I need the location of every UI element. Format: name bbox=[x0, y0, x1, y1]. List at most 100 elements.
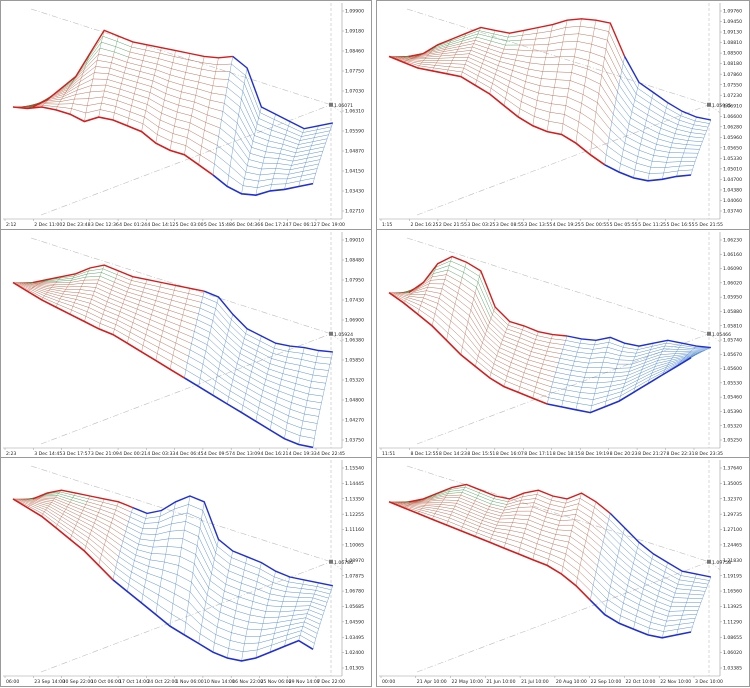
surface-contour bbox=[586, 77, 600, 84]
surface-rib bbox=[240, 348, 241, 353]
surface-contour bbox=[612, 379, 626, 381]
surface-contour bbox=[449, 67, 463, 68]
surface-contour bbox=[302, 428, 316, 431]
surface-contour bbox=[77, 522, 91, 530]
surface-contour bbox=[630, 363, 644, 368]
y-tick-label: 1.04270 bbox=[345, 418, 364, 424]
surface-rib bbox=[317, 416, 318, 423]
surface-contour bbox=[556, 372, 570, 375]
surface-rib bbox=[504, 333, 505, 337]
surface-contour bbox=[643, 132, 657, 139]
surface-contour bbox=[502, 340, 516, 346]
surface-contour bbox=[645, 584, 659, 592]
surface-contour bbox=[488, 509, 502, 513]
surface-contour bbox=[136, 314, 150, 320]
surface-chart-top-left: 1.099001.091801.084601.077501.070301.063… bbox=[1, 1, 373, 231]
surface-rib bbox=[293, 390, 294, 396]
surface-rib bbox=[594, 502, 595, 507]
surface-rib bbox=[514, 60, 515, 65]
surface-contour bbox=[435, 265, 449, 270]
surface-contour bbox=[480, 352, 494, 364]
surface-rib bbox=[551, 544, 552, 549]
surface-contour bbox=[210, 100, 224, 103]
surface-rib bbox=[211, 86, 212, 93]
surface-contour bbox=[536, 549, 550, 554]
guide-diagonal-upper bbox=[31, 9, 331, 105]
surface-contour bbox=[110, 68, 124, 73]
surface-rib bbox=[600, 367, 601, 372]
front-edge-rising bbox=[13, 107, 213, 175]
surface-contour bbox=[556, 80, 570, 81]
surface-contour bbox=[580, 343, 594, 345]
surface-contour bbox=[550, 554, 564, 560]
surface-rib bbox=[620, 70, 621, 77]
surface-rib bbox=[553, 539, 554, 544]
surface-rib bbox=[93, 523, 94, 527]
surface-contour bbox=[580, 392, 594, 393]
surface-contour bbox=[186, 146, 200, 155]
y-tick-label: 1.07860 bbox=[723, 72, 742, 78]
surface-rib bbox=[102, 314, 103, 318]
surface-rib bbox=[590, 44, 591, 52]
surface-contour bbox=[676, 589, 690, 590]
surface-rib bbox=[316, 130, 317, 134]
surface-rib bbox=[216, 303, 217, 309]
surface-rib bbox=[641, 594, 642, 599]
surface-rib bbox=[227, 649, 228, 658]
surface-rib bbox=[607, 519, 608, 525]
surface-rib bbox=[531, 51, 532, 57]
surface-rib bbox=[524, 82, 525, 88]
surface-rib bbox=[180, 320, 181, 326]
surface-contour bbox=[459, 44, 473, 47]
surface-contour bbox=[550, 504, 564, 507]
surface-contour bbox=[153, 310, 167, 315]
y-tick-label: 1.04800 bbox=[345, 398, 364, 404]
surface-contour bbox=[313, 375, 327, 377]
surface-contour bbox=[309, 394, 323, 396]
surface-contour bbox=[234, 618, 248, 622]
surface-rib bbox=[633, 170, 634, 178]
surface-rib bbox=[51, 501, 52, 503]
surface-rib bbox=[605, 607, 606, 615]
surface-rib bbox=[477, 282, 478, 287]
surface-contour bbox=[287, 357, 301, 359]
surface-rib bbox=[599, 554, 600, 560]
surface-rib bbox=[143, 288, 144, 292]
surface-rib bbox=[697, 153, 698, 157]
surface-rib bbox=[661, 123, 662, 128]
surface-rib bbox=[289, 170, 290, 174]
surface-rib bbox=[438, 298, 439, 303]
x-tick-label: 3 Dec 03:25 bbox=[467, 222, 495, 228]
surface-rib bbox=[143, 55, 144, 60]
surface-rib bbox=[303, 167, 304, 171]
surface-rib bbox=[166, 87, 167, 93]
surface-contour bbox=[596, 572, 610, 586]
surface-rib bbox=[286, 423, 287, 430]
surface-contour bbox=[236, 611, 250, 615]
surface-rib bbox=[287, 630, 288, 635]
surface-contour bbox=[86, 546, 100, 559]
surface-rib bbox=[675, 589, 676, 593]
surface-rib bbox=[490, 504, 491, 507]
surface-rib bbox=[183, 79, 184, 85]
surface-contour bbox=[583, 552, 597, 565]
surface-contour bbox=[273, 582, 287, 586]
surface-contour bbox=[186, 521, 200, 527]
surface-contour bbox=[102, 554, 116, 567]
surface-contour bbox=[287, 176, 301, 179]
surface-rib bbox=[652, 554, 653, 559]
surface-contour bbox=[257, 124, 271, 130]
y-tick-label: 1.05850 bbox=[345, 358, 364, 364]
surface-rib bbox=[117, 556, 118, 561]
surface-rib bbox=[150, 87, 151, 93]
surface-rib bbox=[605, 49, 606, 58]
surface-rib bbox=[121, 541, 122, 546]
surface-rib bbox=[582, 94, 583, 103]
x-tick-label: 10 Nov 14:00 bbox=[204, 679, 235, 685]
surface-contour bbox=[569, 380, 583, 382]
surface-contour bbox=[153, 546, 167, 547]
surface-rib bbox=[153, 541, 154, 547]
front-edge-falling bbox=[113, 580, 313, 661]
surface-contour bbox=[307, 614, 321, 620]
surface-rib bbox=[691, 129, 692, 133]
